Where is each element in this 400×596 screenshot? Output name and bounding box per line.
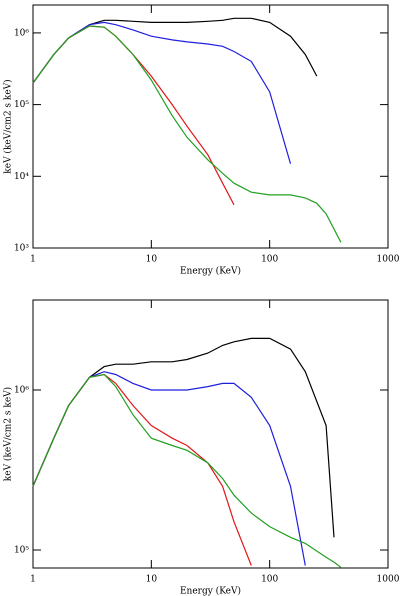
x-tick-label: 100 — [261, 575, 278, 585]
y-tick-label: 10⁶ — [14, 28, 29, 38]
y-tick-label: 10³ — [14, 244, 29, 254]
x-tick-label: 1000 — [377, 255, 400, 265]
x-tick-label: 100 — [261, 255, 278, 265]
spectrum-line — [32, 25, 342, 243]
y-axis-label: keV (keV/cm2 s keV) — [3, 79, 14, 173]
x-tick-label: 10 — [146, 255, 158, 265]
x-tick-label: 1 — [30, 575, 36, 585]
spectrum-line — [32, 17, 318, 84]
spectrum-line — [32, 25, 235, 206]
spectrum-line — [32, 337, 335, 538]
x-tick-label: 1 — [30, 255, 36, 265]
plot-frame — [32, 4, 389, 249]
spectrum-line — [32, 371, 306, 566]
plot-frame — [32, 299, 389, 569]
spectrum-line — [32, 21, 292, 164]
x-tick-label: 10 — [146, 575, 158, 585]
x-axis-label: Energy (KeV) — [180, 586, 241, 596]
y-tick-label: 10⁵ — [14, 546, 29, 556]
x-axis-label: Energy (KeV) — [180, 266, 241, 277]
y-tick-label: 10⁵ — [14, 100, 29, 110]
y-tick-label: 10⁴ — [14, 172, 29, 182]
y-axis-label: keV (keV/cm2 s keV) — [3, 387, 14, 481]
spectrum-line — [32, 373, 342, 568]
x-tick-label: 1000 — [377, 575, 400, 585]
spectrum-line — [32, 373, 252, 566]
y-tick-label: 10⁶ — [14, 385, 29, 395]
